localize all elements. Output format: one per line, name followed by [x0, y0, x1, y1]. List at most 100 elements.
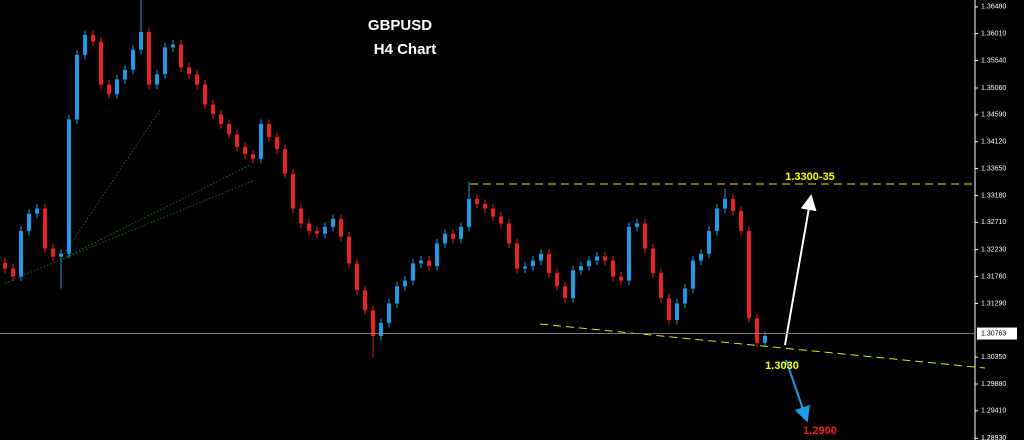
candle-body — [491, 208, 495, 217]
candle-body — [83, 34, 87, 55]
candle-body — [427, 260, 431, 267]
candle-body — [107, 84, 111, 95]
current-price-box — [977, 327, 1017, 340]
candle-body — [651, 248, 655, 274]
candle-body — [19, 230, 23, 277]
candle-body — [619, 276, 623, 281]
candle-body — [547, 253, 551, 274]
candle-body — [411, 263, 415, 281]
candle-body — [131, 49, 135, 70]
candle-body — [195, 74, 199, 85]
candle-body — [387, 303, 391, 323]
candle-body — [115, 79, 119, 95]
candle-body — [499, 216, 503, 224]
candle-body — [35, 208, 39, 214]
up-arrow — [784, 194, 817, 346]
candle-body — [99, 41, 103, 85]
candle-body — [587, 260, 591, 267]
candle-body — [467, 198, 471, 227]
candle-body — [539, 253, 543, 261]
candle-body — [347, 236, 351, 264]
candle-body — [187, 67, 191, 75]
candle-body — [707, 230, 711, 254]
candle-body — [75, 54, 79, 120]
candle-body — [627, 226, 631, 281]
y-tick-label: 1.31760 — [981, 273, 1006, 280]
candle-body — [515, 243, 519, 269]
y-tick-label: 1.35060 — [981, 85, 1006, 92]
candle-body — [139, 32, 143, 50]
candle-body — [371, 310, 375, 336]
candle-body — [747, 230, 751, 319]
y-tick-label: 1.31290 — [981, 300, 1006, 307]
y-tick-label: 1.36010 — [981, 31, 1006, 38]
support-label: 1.3030 — [765, 360, 799, 372]
candle-body — [635, 223, 639, 227]
candle-body — [667, 298, 671, 320]
candle-body — [267, 124, 271, 138]
candle-body — [715, 208, 719, 231]
candle-body — [355, 263, 359, 291]
candle-body — [451, 233, 455, 239]
candle-body — [555, 273, 559, 287]
candle-body — [211, 104, 215, 115]
candle-body — [475, 198, 479, 204]
candle-body — [299, 208, 303, 224]
candle-body — [171, 44, 175, 48]
down-arrow — [785, 359, 810, 423]
candle-body — [123, 69, 127, 80]
candle-body — [419, 260, 423, 264]
fan-line — [59, 179, 256, 261]
candle-body — [323, 226, 327, 234]
candle-body — [523, 266, 527, 269]
candle-body — [203, 84, 207, 105]
candle-body — [51, 248, 55, 257]
candle-body — [283, 149, 287, 174]
candle-body — [683, 288, 687, 304]
fan-line — [59, 109, 161, 261]
candle-body — [643, 223, 647, 249]
candle-body — [27, 213, 31, 231]
candle-body — [91, 34, 95, 42]
candle-body — [699, 253, 703, 261]
candle-body — [739, 210, 743, 231]
y-tick-label: 1.28930 — [981, 435, 1006, 440]
candle-body — [251, 154, 255, 159]
candle-body — [3, 262, 7, 269]
candle-body — [763, 336, 767, 343]
y-tick-label: 1.32230 — [981, 247, 1006, 254]
candle-body — [507, 223, 511, 244]
chart-title: GBPUSD — [368, 17, 432, 34]
candle-body — [59, 253, 63, 257]
y-tick-label: 1.29410 — [981, 408, 1006, 415]
candle-body — [339, 218, 343, 237]
candle-body — [155, 74, 159, 85]
fan-line — [59, 164, 251, 261]
candle-body — [179, 44, 183, 68]
candle-body — [435, 243, 439, 267]
y-tick-label: 1.32710 — [981, 219, 1006, 226]
candle-body — [331, 218, 335, 227]
target-label: 1.3300-35 — [785, 171, 835, 183]
candle-body — [227, 124, 231, 135]
candle-body — [11, 268, 15, 277]
candle-body — [579, 266, 583, 271]
candle-body — [315, 230, 319, 234]
candle-body — [595, 256, 599, 261]
candle-body — [483, 204, 487, 209]
y-tick-label: 1.30350 — [981, 354, 1006, 361]
candle-body — [379, 322, 383, 336]
candle-body — [675, 303, 679, 320]
candle-body — [147, 32, 151, 85]
y-tick-label: 1.35540 — [981, 57, 1006, 64]
candle-body — [755, 318, 759, 343]
candle-body — [363, 290, 367, 311]
candle-body — [259, 124, 263, 159]
trend-line — [539, 323, 986, 369]
drawings — [4, 0, 986, 440]
candle-body — [611, 260, 615, 277]
downside-label: 1.2900 — [803, 425, 837, 437]
candle-body — [659, 273, 663, 299]
